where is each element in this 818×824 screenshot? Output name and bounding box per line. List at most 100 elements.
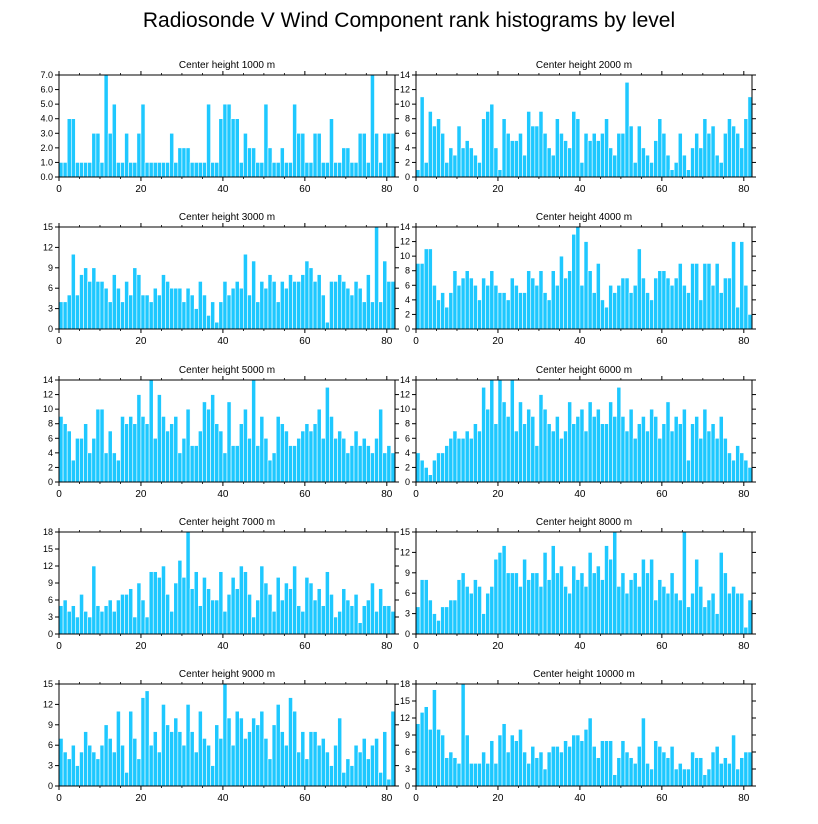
histogram-bar	[279, 731, 285, 787]
histogram-bar	[75, 294, 80, 330]
histogram-bar	[234, 710, 240, 787]
histogram-bar	[448, 292, 454, 330]
histogram-bar	[432, 689, 437, 787]
histogram-bar	[514, 572, 519, 635]
histogram-bar	[210, 765, 216, 787]
histogram-bar	[509, 734, 515, 787]
histogram-bar	[91, 751, 97, 787]
histogram-bar	[267, 459, 273, 483]
histogram-bar	[226, 717, 232, 787]
histogram-bar	[636, 746, 642, 787]
histogram-bar	[571, 111, 577, 178]
histogram-bar	[136, 758, 142, 787]
histogram-bar	[501, 292, 507, 330]
y-tick-label: 8	[405, 114, 410, 124]
y-tick-label: 12	[43, 699, 53, 709]
histogram-bar	[436, 620, 441, 635]
histogram-bar	[743, 459, 749, 483]
y-tick-label: 0	[405, 781, 410, 791]
histogram-bar	[706, 430, 712, 483]
histogram-bar	[497, 379, 503, 483]
x-tick-label: 0	[413, 641, 419, 652]
histogram-bar	[337, 430, 343, 483]
histogram-bar	[649, 768, 654, 787]
histogram-bar	[243, 738, 248, 787]
histogram-bar	[501, 401, 507, 483]
histogram-bar	[591, 416, 597, 483]
panel-title: Center height 8000 m	[536, 517, 632, 528]
histogram-bar	[587, 401, 593, 483]
histogram-bar	[267, 274, 273, 330]
histogram-bar	[140, 294, 146, 330]
histogram-bar	[440, 132, 445, 178]
histogram-bar	[62, 301, 68, 330]
histogram-bar	[600, 132, 605, 178]
histogram-bar	[706, 768, 712, 787]
histogram-bar	[550, 545, 556, 635]
histogram-bar	[374, 226, 379, 330]
histogram-bar	[427, 248, 433, 330]
y-tick-label: 6	[48, 595, 53, 605]
histogram-bar	[526, 408, 532, 483]
histogram-bar	[710, 284, 716, 330]
histogram-bar	[542, 408, 548, 483]
histogram-bar	[571, 233, 577, 330]
histogram-bar	[526, 763, 532, 787]
y-tick-label: 0	[48, 324, 53, 334]
y-tick-label: 15	[43, 679, 53, 689]
histogram-bar	[361, 738, 367, 787]
histogram-bar	[386, 778, 392, 787]
x-tick-label: 60	[656, 641, 668, 652]
histogram-bar	[677, 263, 683, 330]
histogram-bar	[255, 599, 261, 635]
histogram-bar	[128, 710, 134, 787]
panel-title: Center height 9000 m	[179, 669, 275, 680]
histogram-bar	[329, 416, 334, 483]
x-tick-label: 80	[738, 184, 750, 195]
histogram-bar	[218, 118, 224, 178]
histogram-bar	[370, 301, 375, 330]
histogram-bar	[628, 579, 634, 635]
histogram-bar	[325, 386, 330, 483]
histogram-bar	[694, 416, 700, 483]
histogram-bar	[320, 437, 326, 483]
histogram-bar	[464, 430, 470, 483]
histogram-bar	[600, 299, 605, 330]
histogram-bar	[75, 162, 80, 178]
histogram-bar	[312, 423, 318, 483]
histogram-bar	[743, 626, 749, 635]
histogram-bar	[169, 132, 175, 178]
histogram-bar	[727, 592, 732, 635]
x-tick-label: 0	[56, 336, 62, 347]
histogram-bar	[550, 154, 556, 178]
x-tick-label: 60	[299, 336, 311, 347]
y-tick-label: 3.0	[40, 128, 53, 138]
histogram-bar	[206, 408, 211, 483]
histogram-bar	[312, 132, 318, 178]
histogram-bar	[653, 416, 659, 483]
histogram-bar	[107, 599, 113, 635]
histogram-bar	[91, 132, 97, 178]
histogram-bar	[682, 768, 687, 787]
x-tick-label: 60	[299, 184, 311, 195]
y-tick-label: 6	[48, 433, 53, 443]
histogram-bar	[157, 577, 162, 635]
histogram-bar	[66, 611, 72, 635]
histogram-bar	[230, 744, 236, 787]
histogram-bar	[103, 452, 109, 483]
y-tick-label: 10	[43, 404, 53, 414]
histogram-bar	[575, 734, 581, 787]
histogram-panel: Center height 5000 m 0 2 4 6 8 10 12 14 0 20 40 60 80	[43, 365, 399, 500]
y-tick-label: 6	[48, 283, 53, 293]
histogram-bar	[665, 277, 671, 330]
histogram-bar	[198, 710, 203, 787]
histogram-bar	[198, 430, 203, 483]
y-tick-label: 9	[405, 730, 410, 740]
histogram-bar	[345, 147, 351, 178]
histogram-bar	[669, 430, 675, 483]
histogram-bar	[530, 125, 536, 178]
histogram-bar	[382, 605, 388, 635]
y-tick-label: 10	[400, 251, 410, 261]
histogram-bar	[353, 594, 359, 635]
histogram-bar	[198, 162, 203, 178]
